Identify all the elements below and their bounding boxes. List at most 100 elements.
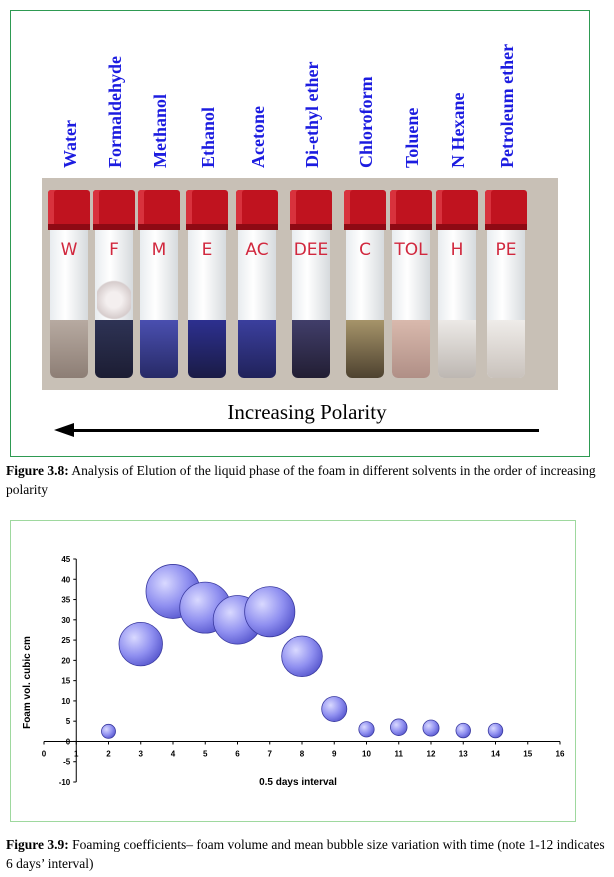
vial-liquid [292,320,330,378]
solvent-label: Formaldehyde [105,56,125,168]
vial-cap [48,190,90,230]
x-tick-label: 7 [268,749,273,758]
vial-cap [344,190,386,230]
solvent-label: Chloroform [356,76,376,168]
vial-label-mark: AC [245,240,269,260]
vial-cap [93,190,135,230]
x-tick-label: 12 [427,749,436,758]
x-tick-label: 8 [300,749,305,758]
vial-label-mark: W [60,240,78,260]
vial: AC [234,178,280,390]
y-tick-label: 0 [66,737,71,746]
solvent-label: Ethanol [198,106,218,168]
vial: H [434,178,480,390]
x-tick-label: 6 [235,749,240,758]
bubble-point [281,635,323,678]
x-tick-label: 1 [74,749,79,758]
y-tick-label: 45 [61,555,70,564]
vial-cap [236,190,278,230]
solvent-label: Di-ethyl ether [302,61,322,168]
vial-liquid [438,320,476,378]
vial-cap [436,190,478,230]
vial: W [46,178,92,390]
polarity-arrow-line [72,429,539,432]
solvent-label: N Hexane [448,92,468,169]
vial: E [184,178,230,390]
bubble-point [358,721,375,738]
y-tick-label: 30 [61,616,70,625]
vial-cap [290,190,332,230]
solvent-label: Toluene [402,107,422,168]
figure-3-8-caption-label: Figure 3.8: [6,463,69,478]
bubble-point [487,722,504,739]
vial: M [136,178,182,390]
y-tick-label: -10 [59,778,71,787]
vial: C [342,178,388,390]
solvent-label: Methanol [150,94,170,168]
left-arrow-icon [54,423,74,437]
vial-label-mark: F [109,240,119,260]
vial-label-mark: M [151,240,167,260]
vial: TOL [388,178,434,390]
vial-liquid [95,320,133,378]
bubble-point [101,723,116,739]
solvent-label: Petroleum ether [497,43,517,168]
vial-liquid [50,320,88,378]
x-tick-label: 9 [332,749,337,758]
x-axis-title: 0.5 days interval [259,777,337,788]
vial-liquid [188,320,226,378]
vial-label-mark: C [359,240,371,260]
figure-3-8-caption: Figure 3.8: Analysis of Elution of the l… [6,461,606,499]
vial-label-mark: TOL [394,240,428,260]
bubble-point [118,621,163,667]
polarity-label: Increasing Polarity [227,400,387,424]
y-tick-label: 15 [61,677,70,686]
vial-cap [138,190,180,230]
vial: PE [483,178,529,390]
vial-liquid [487,320,525,378]
x-tick-label: 13 [459,749,468,758]
x-tick-label: 10 [362,749,371,758]
bubble-point [244,586,296,638]
x-tick-label: 11 [395,749,404,758]
vial-label-mark: H [450,240,464,260]
vial-label-mark: DEE [293,240,329,260]
vial: DEE [288,178,334,390]
y-tick-label: 35 [61,596,70,605]
bubble-point [422,719,440,737]
x-tick-label: 4 [171,749,176,758]
figure-3-9-caption-text: Foaming coefficients– foam volume and me… [6,837,605,871]
precipitate-residue [97,280,131,320]
solvent-label: Water [60,120,80,168]
y-tick-label: 20 [61,656,70,665]
vial-liquid [140,320,178,378]
y-tick-label: 40 [61,575,70,584]
vial-liquid [238,320,276,378]
y-tick-label: 5 [66,717,71,726]
x-tick-label: 14 [491,749,500,758]
solvent-label: Acetone [248,106,268,168]
vial-label-mark: E [201,240,213,260]
bubble-point [321,696,348,722]
vial-liquid [392,320,430,378]
vial-cap [485,190,527,230]
x-tick-label: 5 [203,749,208,758]
vial-liquid [346,320,384,378]
x-tick-label: 2 [106,749,111,758]
y-tick-label: 25 [61,636,70,645]
x-tick-label: 0 [42,749,47,758]
x-tick-label: 16 [556,749,565,758]
vial-label-mark: PE [495,240,517,260]
bubble-point [390,718,408,736]
figure-3-8-caption-text: Analysis of Elution of the liquid phase … [6,463,596,497]
figure-3-9-caption: Figure 3.9: Foaming coefficients– foam v… [6,835,606,873]
figure-3-9-caption-label: Figure 3.9: [6,837,69,852]
y-tick-label: -5 [63,758,71,767]
vial-cap [390,190,432,230]
y-tick-label: 10 [61,697,70,706]
vial-cap [186,190,228,230]
x-tick-label: 15 [523,749,532,758]
bubble-point [455,722,471,739]
x-tick-label: 3 [139,749,144,758]
